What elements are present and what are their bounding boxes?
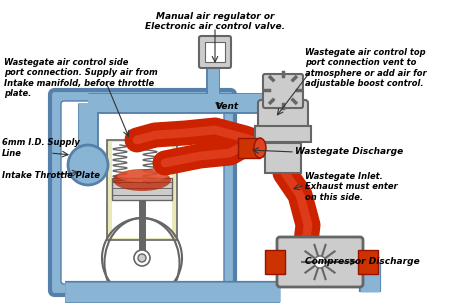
Text: 6mm I.D. Supply
Line: 6mm I.D. Supply Line [2, 138, 80, 158]
FancyBboxPatch shape [198, 36, 231, 68]
Ellipse shape [253, 138, 265, 158]
Text: Wastegate Discharge: Wastegate Discharge [294, 148, 402, 157]
Text: Wastegate air control side
port connection. Supply air from
Intake manifold, bef: Wastegate air control side port connecti… [4, 58, 157, 98]
Bar [264, 250, 284, 274]
Bar [357, 250, 377, 274]
Ellipse shape [117, 170, 167, 182]
FancyBboxPatch shape [263, 74, 302, 108]
Circle shape [134, 250, 150, 266]
Circle shape [313, 256, 325, 268]
FancyBboxPatch shape [61, 101, 223, 284]
Text: Wastegate Inlet.
Exhaust must enter
on this side.: Wastegate Inlet. Exhaust must enter on t… [304, 172, 397, 202]
Bar [107, 140, 177, 240]
Bar [112, 178, 172, 200]
FancyBboxPatch shape [276, 237, 362, 287]
Text: Compressor Discharge: Compressor Discharge [304, 258, 419, 267]
Circle shape [68, 145, 108, 185]
FancyBboxPatch shape [258, 100, 307, 132]
Text: Vent: Vent [214, 102, 238, 111]
Bar [264, 143, 300, 173]
FancyBboxPatch shape [50, 90, 234, 295]
Ellipse shape [113, 169, 171, 191]
Text: Manual air regulator or
Electronic air control valve.: Manual air regulator or Electronic air c… [145, 12, 284, 32]
Bar [205, 42, 224, 62]
Bar [254, 126, 310, 142]
Text: Wastegate air control top
port connection vent to
atmosphere or add air for
adju: Wastegate air control top port connectio… [304, 48, 426, 88]
Bar [112, 142, 172, 238]
Circle shape [138, 254, 146, 262]
Bar [238, 138, 259, 158]
Text: Intake Throttle Plate: Intake Throttle Plate [2, 171, 100, 179]
